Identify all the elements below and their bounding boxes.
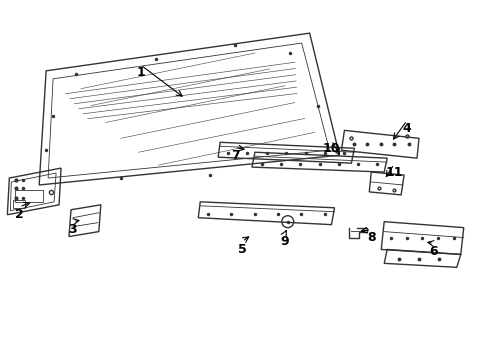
Bar [15, 190, 43, 202]
Text: 10: 10 [322, 142, 340, 155]
Text: 3: 3 [68, 223, 77, 236]
Text: 6: 6 [429, 245, 437, 258]
Text: 5: 5 [237, 243, 246, 256]
Text: 9: 9 [280, 235, 288, 248]
Text: 2: 2 [15, 208, 23, 221]
Text: 8: 8 [366, 231, 375, 244]
Text: 1: 1 [136, 66, 144, 79]
Text: 4: 4 [402, 122, 410, 135]
Text: 7: 7 [230, 149, 239, 162]
Bar [13, 200, 25, 208]
Text: 11: 11 [385, 166, 402, 179]
